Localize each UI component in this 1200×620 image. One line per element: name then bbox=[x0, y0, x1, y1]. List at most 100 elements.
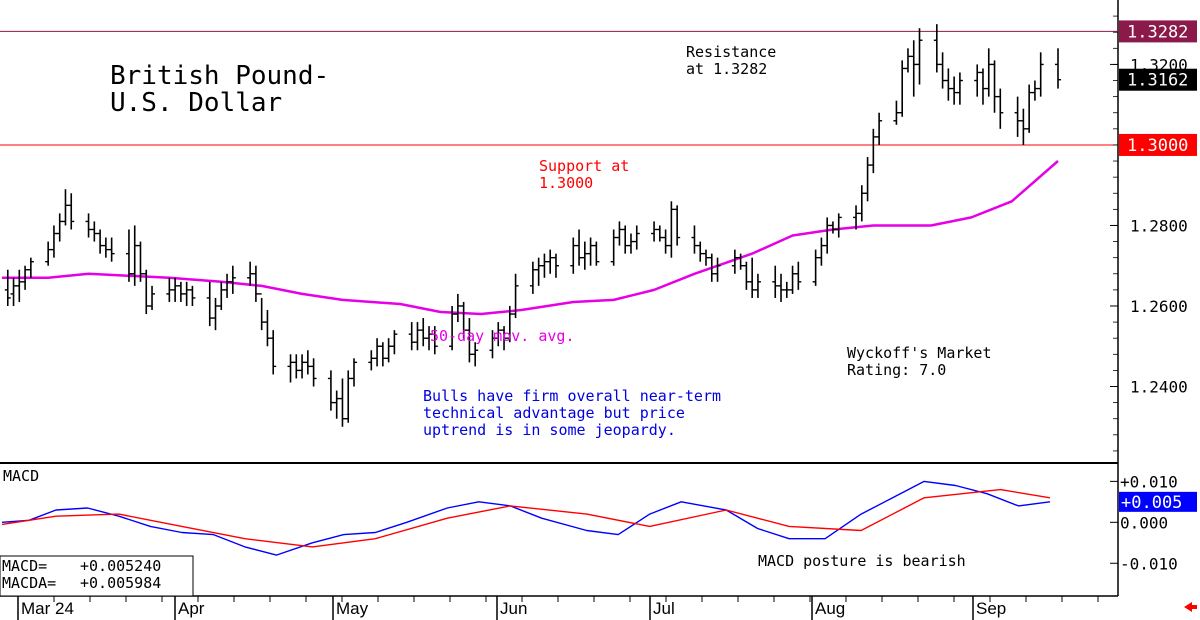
moving-average-line bbox=[2, 160, 1059, 316]
scroll-left-arrow-icon[interactable] bbox=[1184, 602, 1197, 612]
ohlc-bar bbox=[68, 193, 75, 230]
price-tag-label: 1.3162 bbox=[1127, 71, 1188, 91]
support-annotation-line-2: 1.3000 bbox=[539, 174, 593, 192]
ohlc-bar bbox=[789, 265, 796, 294]
ohlc-bar bbox=[310, 358, 317, 387]
ohlc-bar bbox=[45, 241, 52, 266]
ohlc-bar bbox=[853, 205, 860, 230]
ohlc-bar bbox=[818, 237, 825, 266]
ohlc-bar bbox=[593, 241, 600, 266]
macd-current-tag-label: +0.005 bbox=[1121, 493, 1182, 513]
ohlc-bar bbox=[270, 330, 277, 375]
ohlc-bar bbox=[472, 342, 479, 367]
ohlc-bar bbox=[662, 229, 669, 254]
ohlc-bar bbox=[379, 342, 386, 367]
ohlc-bar bbox=[339, 378, 346, 427]
ohlc-bar bbox=[293, 354, 300, 379]
wyckoff-rating-line-1: Wyckoff's Market bbox=[847, 344, 992, 362]
ohlc-bar bbox=[56, 213, 63, 242]
ohlc-bar bbox=[772, 265, 779, 298]
ohlc-bar bbox=[1037, 52, 1044, 97]
ohlc-bar bbox=[974, 64, 981, 97]
resistance-annotation-line-1: Resistance bbox=[686, 43, 776, 61]
date-tick-label: Mar 24 bbox=[21, 599, 74, 618]
ohlc-bar bbox=[541, 253, 548, 278]
ohlc-bar bbox=[997, 88, 1004, 129]
chart-title-line-1: British Pound- bbox=[110, 61, 329, 91]
macd-tick-label: 0.000 bbox=[1120, 513, 1168, 532]
date-tick-label: Jun bbox=[500, 599, 527, 618]
price-tick-label: 1.2800 bbox=[1130, 216, 1188, 235]
ohlc-bar bbox=[552, 253, 559, 278]
ohlc-bars bbox=[4, 24, 1061, 427]
moving-average-label: 50-day mov. avg. bbox=[430, 327, 575, 345]
ohlc-bar bbox=[16, 269, 23, 302]
ohlc-bar bbox=[627, 233, 634, 254]
date-tick-label: Apr bbox=[178, 599, 205, 618]
ohlc-bar bbox=[10, 277, 17, 306]
ohlc-bar bbox=[812, 249, 819, 286]
macd-series-macd bbox=[1, 480, 1051, 556]
ohlc-bar bbox=[304, 350, 311, 375]
ohlc-bar bbox=[50, 225, 57, 258]
ohlc-bar bbox=[933, 24, 940, 73]
ohlc-bar bbox=[939, 52, 946, 89]
ohlc-bar bbox=[876, 112, 883, 145]
ohlc-bar bbox=[137, 241, 144, 282]
ohlc-bar bbox=[697, 241, 704, 262]
ohlc-bar bbox=[224, 273, 231, 298]
date-tick-label: Jul bbox=[653, 599, 675, 618]
ohlc-bar bbox=[691, 225, 698, 254]
ohlc-bar bbox=[345, 370, 352, 423]
ohlc-bar bbox=[22, 265, 29, 290]
macd-readout-label: MACD= bbox=[2, 557, 47, 575]
macd-series-macda bbox=[1, 488, 1051, 548]
ohlc-bar bbox=[431, 326, 438, 355]
date-tick-label: May bbox=[336, 599, 369, 618]
macd-annotation: MACD posture is bearish bbox=[758, 552, 966, 570]
ohlc-bar bbox=[1020, 108, 1027, 145]
macda-readout-value: +0.005984 bbox=[80, 574, 161, 592]
ohlc-bar bbox=[414, 322, 421, 351]
ohlc-bar bbox=[778, 273, 785, 302]
ohlc-bar bbox=[829, 221, 836, 234]
ohlc-bar bbox=[674, 205, 681, 246]
ohlc-bar bbox=[97, 229, 104, 254]
ohlc-bar bbox=[754, 273, 761, 298]
ohlc-bar bbox=[368, 350, 375, 371]
ohlc-bar bbox=[466, 318, 473, 363]
ohlc-bar bbox=[512, 273, 519, 319]
ohlc-bar bbox=[668, 201, 675, 258]
ohlc-bar bbox=[420, 318, 427, 347]
macd-axis: +0.010 0.000 -0.010 +0.005 bbox=[1110, 472, 1197, 573]
ohlc-bar bbox=[4, 269, 11, 306]
ohlc-bar bbox=[426, 326, 433, 351]
macd-panel-title: MACD bbox=[3, 467, 39, 485]
date-tick-label: Sep bbox=[976, 599, 1006, 618]
ohlc-bar bbox=[229, 265, 236, 294]
ohlc-bar bbox=[489, 330, 496, 359]
ohlc-bar bbox=[656, 225, 663, 242]
ohlc-bar bbox=[576, 229, 583, 266]
ohlc-bar bbox=[731, 249, 738, 274]
ohlc-bar bbox=[143, 269, 150, 315]
wyckoff-rating-line-2: Rating: 7.0 bbox=[847, 361, 946, 379]
ohlc-bar bbox=[783, 281, 790, 298]
ohlc-bar bbox=[374, 338, 381, 367]
ohlc-bar bbox=[264, 310, 271, 347]
ohlc-bar bbox=[1031, 80, 1038, 101]
ohlc-bar bbox=[910, 40, 917, 97]
ohlc-bar bbox=[824, 217, 831, 254]
ohlc-bar bbox=[916, 28, 923, 85]
ohlc-bar bbox=[287, 354, 294, 383]
ohlc-bar bbox=[212, 297, 219, 331]
ohlc-bar bbox=[749, 257, 756, 298]
ohlc-bar bbox=[651, 221, 658, 242]
ohlc-bar bbox=[622, 225, 629, 254]
price-tag-label: 1.3282 bbox=[1127, 22, 1188, 42]
ohlc-bar bbox=[864, 157, 871, 202]
ohlc-bar bbox=[125, 229, 132, 282]
ohlc-bar bbox=[703, 249, 709, 266]
ohlc-bar bbox=[535, 257, 542, 286]
